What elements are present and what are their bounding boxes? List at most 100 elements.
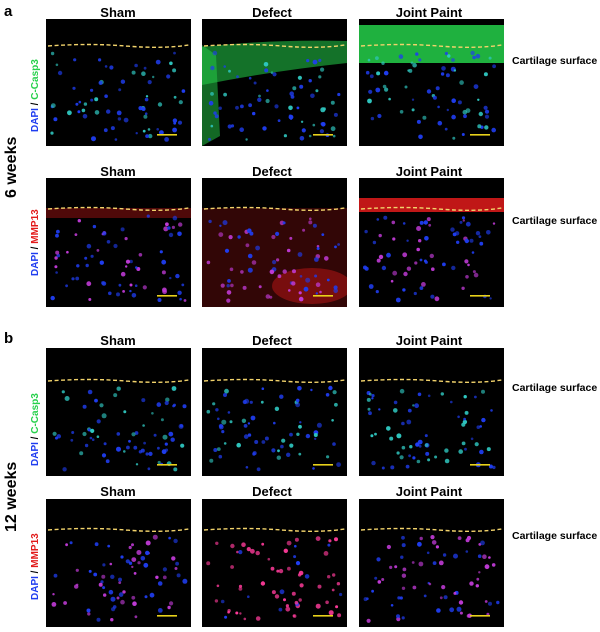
cell-nucleus [131, 595, 136, 600]
cell-nucleus [384, 87, 389, 92]
cell-nucleus [142, 424, 145, 427]
cell-nucleus [138, 106, 143, 111]
cell-nucleus [437, 120, 443, 126]
cell-nucleus [210, 65, 215, 71]
cell-nucleus [378, 408, 381, 411]
cell-nucleus [88, 298, 92, 301]
cell-nucleus [332, 573, 336, 577]
cell-nucleus [316, 245, 320, 248]
cell-nucleus [281, 438, 286, 443]
cell-nucleus [129, 259, 133, 264]
cell-nucleus [143, 562, 149, 568]
cell-nucleus [144, 595, 148, 599]
cell-nucleus [412, 456, 416, 460]
cartilage-surface-line [360, 378, 503, 383]
cell-nucleus [137, 561, 141, 565]
cell-nucleus [466, 535, 472, 541]
cell-nucleus [406, 239, 409, 242]
cell-nucleus [215, 408, 219, 412]
stain-region [359, 198, 504, 212]
cell-nucleus [55, 250, 60, 255]
cell-nucleus [113, 243, 118, 249]
cell-nucleus [282, 269, 287, 274]
cell-nucleus [164, 137, 169, 142]
cell-nucleus [456, 606, 462, 612]
cell-nucleus [218, 423, 223, 429]
cell-nucleus [289, 443, 294, 448]
cartilage-surface-label: Cartilage surface [512, 382, 598, 394]
cell-nucleus [84, 443, 89, 448]
cell-nucleus [66, 250, 69, 254]
cell-nucleus [267, 557, 271, 561]
cartilage-surface-line [360, 206, 503, 211]
cell-nucleus [155, 575, 159, 579]
cell-nucleus [140, 556, 146, 561]
scale-bar [157, 134, 177, 136]
cell-nucleus [475, 53, 481, 59]
scale-bar [313, 615, 333, 617]
time-label-12-weeks: 12 weeks [3, 461, 20, 532]
cell-nucleus [65, 284, 68, 288]
stain-dapi: DAPI [30, 442, 41, 466]
cell-nucleus [438, 560, 444, 566]
scale-bar [157, 615, 177, 617]
cell-nucleus [86, 608, 91, 613]
cell-nucleus [50, 131, 54, 135]
cell-nucleus [298, 598, 302, 602]
cell-nucleus [178, 100, 183, 105]
cell-nucleus [99, 260, 104, 265]
cell-nucleus [293, 555, 297, 559]
cell-nucleus [229, 420, 233, 424]
cell-nucleus [223, 442, 227, 445]
cell-nucleus [223, 393, 227, 397]
micrograph-sham [46, 499, 191, 627]
cell-nucleus [172, 127, 177, 133]
time-label-6-weeks: 6 weeks [3, 136, 20, 198]
cell-nucleus [129, 289, 132, 293]
cell-nucleus [458, 449, 463, 454]
cell-nucleus [477, 554, 482, 558]
cell-nucleus [52, 431, 57, 436]
cell-nucleus [408, 454, 411, 458]
cartilage-surface-line [203, 527, 346, 532]
cell-nucleus [367, 58, 371, 62]
cell-nucleus [146, 214, 150, 218]
cell-nucleus [159, 250, 163, 254]
cell-nucleus [208, 219, 212, 224]
micrograph-image [46, 206, 191, 302]
cell-nucleus [415, 52, 419, 56]
cell-nucleus [312, 223, 317, 228]
cell-nucleus [388, 97, 391, 101]
cell-nucleus [401, 573, 407, 578]
cell-nucleus [220, 599, 225, 604]
cell-nucleus [113, 393, 118, 398]
cell-nucleus [333, 288, 338, 294]
cell-nucleus [298, 291, 302, 295]
cell-nucleus [218, 232, 224, 237]
cell-nucleus [414, 261, 418, 265]
cell-nucleus [128, 545, 132, 550]
cell-nucleus [406, 266, 412, 271]
cell-nucleus [175, 561, 180, 566]
cell-nucleus [110, 126, 115, 131]
cell-nucleus [164, 442, 168, 446]
cell-nucleus [93, 572, 98, 577]
cell-nucleus [312, 59, 318, 65]
cell-nucleus [430, 294, 435, 299]
cell-nucleus [459, 611, 463, 615]
cell-nucleus [416, 247, 420, 252]
cell-nucleus [208, 137, 211, 141]
cell-nucleus [484, 109, 490, 114]
cell-nucleus [220, 283, 225, 288]
cell-nucleus [74, 233, 78, 236]
cell-nucleus [417, 439, 423, 445]
cell-nucleus [226, 284, 230, 288]
cell-nucleus [247, 267, 253, 273]
cell-nucleus [424, 443, 429, 447]
cell-nucleus [416, 119, 421, 124]
cell-nucleus [94, 542, 99, 547]
cell-nucleus [224, 248, 230, 253]
cell-nucleus [208, 100, 214, 106]
cell-nucleus [461, 441, 466, 446]
cell-nucleus [334, 537, 338, 542]
